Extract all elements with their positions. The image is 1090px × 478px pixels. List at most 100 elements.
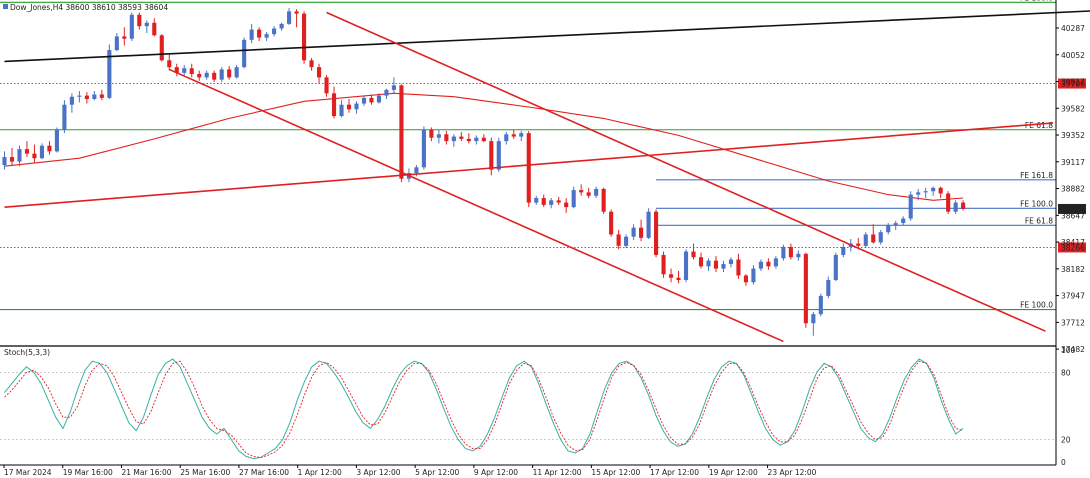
candle-body <box>519 133 524 137</box>
fib-level-label: FE 100.0 <box>1020 0 1053 2</box>
fib-level-label: FE 100.0 <box>1020 199 1053 208</box>
candle-body <box>189 68 194 74</box>
candle-body <box>811 314 816 324</box>
price-tick-label: 39582 <box>1061 104 1085 113</box>
time-tick-label: 11 Apr 12:00 <box>533 468 582 477</box>
price-tick-label: 37482 <box>1061 345 1085 354</box>
candles <box>2 7 966 336</box>
candle-body <box>668 274 674 278</box>
candle-body <box>429 129 434 138</box>
price-tick-label: 38182 <box>1061 265 1085 274</box>
candle-body <box>721 264 726 269</box>
candle-body <box>871 234 876 243</box>
fib-level-label: FE 100.0 <box>1020 301 1053 310</box>
candle-body <box>369 97 374 103</box>
candle-body <box>549 200 554 205</box>
candle-body <box>99 94 104 98</box>
candle-body <box>624 236 629 246</box>
candle-body <box>459 136 464 139</box>
time-tick-label: 25 Mar 16:00 <box>180 468 230 477</box>
time-tick-label: 1 Apr 12:00 <box>298 468 342 477</box>
ma-line <box>4 92 964 201</box>
time-tick-label: 27 Mar 16:00 <box>239 468 289 477</box>
candle-body <box>504 134 509 142</box>
candle-body <box>444 134 449 142</box>
candle-body <box>316 67 322 78</box>
price-axis: 40287 40052 39817 39582 39352 39117 38882 38647… <box>1056 24 1085 354</box>
candle-body <box>631 227 636 237</box>
time-tick-label: 17 Apr 12:00 <box>650 468 699 477</box>
fibonacci-levels: FE 100.0 FE 61.8 FE 100.0 FE 161.8 FE 100.0 F… <box>0 0 1056 311</box>
candle-body <box>361 97 367 104</box>
candle-body <box>324 77 329 94</box>
candle-body <box>129 14 134 39</box>
price-tag-bg <box>1058 203 1086 214</box>
candle-body <box>62 104 67 130</box>
candle-body <box>893 223 898 226</box>
candle-body <box>788 246 793 258</box>
stoch-tick-label: 20 <box>1061 436 1071 445</box>
price-tick-label: 39117 <box>1061 158 1085 167</box>
candle-body <box>564 202 569 208</box>
candle-body <box>683 251 689 280</box>
candle-body <box>339 104 344 117</box>
fib-level-label: FE 61.8 <box>1025 121 1053 130</box>
candle-body <box>17 149 22 162</box>
candle-body <box>204 72 209 78</box>
candle-body <box>242 39 247 68</box>
candle-body <box>489 141 494 170</box>
candle-body <box>571 190 576 208</box>
fib-level-label: FE 161.8 <box>1020 171 1053 180</box>
candle-body <box>758 261 763 269</box>
candle-body <box>916 192 921 195</box>
candle-body <box>144 22 149 27</box>
candle-body <box>354 103 359 110</box>
candle-body <box>107 50 112 98</box>
candle-body <box>803 253 808 324</box>
candle-body <box>174 67 179 73</box>
candle-body <box>279 23 284 29</box>
trend-line <box>4 122 1054 208</box>
candle-body <box>421 129 426 168</box>
candle-body <box>796 253 801 258</box>
candle-body <box>579 190 584 193</box>
candle-body <box>856 243 861 246</box>
candle-body <box>39 145 44 159</box>
candle-body <box>863 234 868 246</box>
price-tick-label: 38647 <box>1061 211 1085 220</box>
candle-body <box>878 232 883 243</box>
trend-line <box>326 11 1046 332</box>
trend-line <box>168 68 784 343</box>
price-tag-text: 39706 <box>1061 80 1085 89</box>
time-tick-label: 17 Mar 2024 <box>4 468 52 477</box>
moving-average <box>4 92 964 201</box>
chart-title-marker <box>3 4 8 9</box>
candle-body <box>601 188 606 212</box>
candle-body <box>474 137 479 142</box>
candle-body <box>54 129 59 152</box>
candle-body <box>182 68 187 73</box>
candle-body <box>908 194 913 219</box>
time-tick-label: 5 Apr 12:00 <box>415 468 459 477</box>
candle-body <box>961 202 966 209</box>
price-tag-bg <box>1058 242 1086 253</box>
candle-body <box>257 29 262 38</box>
candle-body <box>451 136 456 142</box>
candle-body <box>556 200 561 203</box>
candle-body <box>736 259 741 276</box>
candle-body <box>24 149 30 154</box>
candle-body <box>826 279 831 296</box>
candle-body <box>309 60 314 68</box>
candle-body <box>496 141 501 170</box>
stoch-tick-label: 0 <box>1061 458 1066 467</box>
price-tick-label: 37947 <box>1061 292 1085 301</box>
candle-body <box>47 145 52 152</box>
candle-body <box>77 95 82 97</box>
candle-body <box>481 137 486 142</box>
price-tick-label: 37712 <box>1061 318 1085 327</box>
candle-body <box>331 93 337 117</box>
time-tick-label: 15 Apr 12:00 <box>591 468 640 477</box>
candle-body <box>931 187 936 192</box>
